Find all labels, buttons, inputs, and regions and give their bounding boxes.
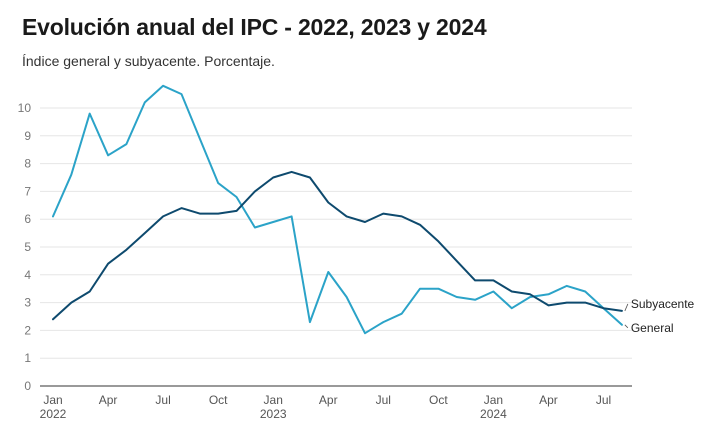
y-tick-label: 6 [24,212,31,226]
series-line-subyacente [52,170,623,321]
x-tick-label: Apr [99,393,118,407]
x-tick-label: Jan [43,393,62,407]
y-tick-label: 0 [24,379,31,393]
x-tick-year-label: 2024 [480,407,507,421]
x-tick-label: Jan [264,393,283,407]
y-tick-label: 1 [24,351,31,365]
x-tick-label: Apr [539,393,558,407]
x-tick-year-label: 2023 [260,407,287,421]
x-tick-label: Jul [155,393,170,407]
series-label-leader-general [624,324,629,329]
y-tick-label: 2 [24,323,31,337]
x-tick-label: Jan [484,393,503,407]
series-label-leader-subyacente [624,303,629,312]
y-tick-label: 5 [24,240,31,254]
x-tick-label: Apr [319,393,338,407]
series-label-general: General [631,321,674,335]
y-tick-label: 8 [24,157,31,171]
x-tick-year-label: 2022 [40,407,67,421]
chart-subtitle: Índice general y subyacente. Porcentaje. [22,53,275,69]
series-line-general [52,84,623,335]
y-tick-label: 4 [24,268,31,282]
y-tick-label: 7 [24,184,31,198]
x-tick-label: Oct [429,393,448,407]
series-label-subyacente: Subyacente [631,297,695,311]
x-tick-label: Oct [209,393,228,407]
y-tick-label: 10 [18,101,32,115]
y-tick-label: 9 [24,129,31,143]
x-tick-label: Jul [596,393,611,407]
chart-title: Evolución anual del IPC - 2022, 2023 y 2… [22,14,487,40]
x-tick-label: Jul [376,393,391,407]
y-tick-label: 3 [24,296,31,310]
